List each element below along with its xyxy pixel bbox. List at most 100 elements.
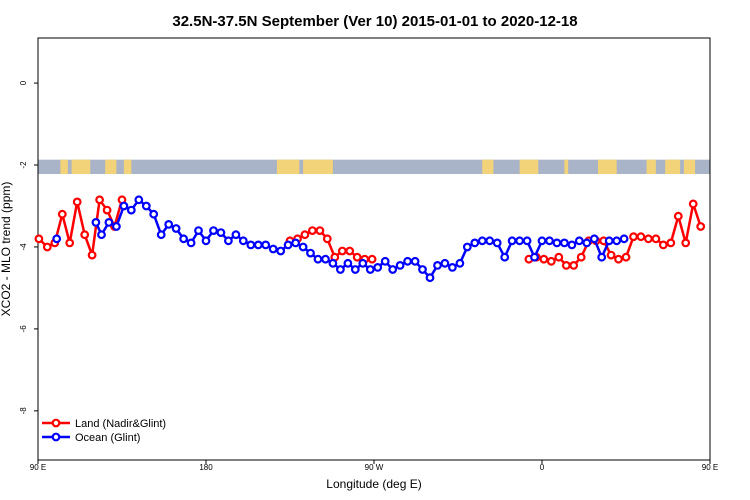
- series-layer: [34, 195, 706, 283]
- data-point: [560, 238, 569, 248]
- data-point: [539, 254, 549, 264]
- data-point: [621, 252, 631, 262]
- data-point: [485, 236, 495, 246]
- data-point: [97, 230, 106, 240]
- data-point: [666, 238, 676, 248]
- land-segment: [71, 159, 91, 175]
- data-point: [253, 240, 263, 250]
- data-point: [34, 234, 44, 244]
- x-tick-label: 90 W: [365, 463, 384, 472]
- data-point: [216, 228, 226, 238]
- data-point: [567, 240, 577, 250]
- legend: Land (Nadir&Glint) Ocean (Glint): [42, 418, 166, 444]
- data-point: [300, 230, 310, 240]
- data-point: [433, 261, 442, 270]
- data-point: [95, 195, 104, 205]
- y-axis-title: XCO2 - MLO trend (ppm): [0, 182, 13, 317]
- data-point: [546, 256, 556, 266]
- data-point: [194, 226, 203, 236]
- land-segment: [564, 159, 569, 175]
- data-point: [231, 230, 241, 240]
- land-segment: [482, 159, 494, 175]
- x-tick-label: 90 E: [30, 463, 46, 472]
- data-point: [380, 256, 390, 266]
- data-point: [42, 242, 52, 252]
- data-point: [440, 258, 450, 268]
- data-point: [576, 252, 586, 262]
- data-point: [201, 236, 211, 246]
- data-point: [246, 240, 256, 250]
- data-point: [141, 201, 151, 211]
- data-point: [119, 201, 129, 211]
- y-tick-label: -6: [19, 325, 28, 333]
- land-segment: [60, 159, 68, 175]
- x-tick-label: 90 E: [702, 463, 718, 472]
- land-segment: [519, 159, 539, 175]
- data-point: [507, 236, 517, 246]
- data-point: [522, 236, 532, 246]
- legend-marker: [51, 418, 61, 428]
- land-segment: [105, 159, 117, 175]
- y-tick-label: 0: [19, 80, 28, 85]
- legend-label: Land (Nadir&Glint): [75, 418, 166, 430]
- data-point: [470, 238, 480, 248]
- y-tick-label: -2: [19, 161, 28, 169]
- data-point: [597, 252, 607, 262]
- data-point: [651, 234, 661, 244]
- data-point: [104, 217, 114, 227]
- ocean-band: [38, 159, 710, 175]
- data-point: [313, 254, 323, 264]
- data-point: [403, 256, 413, 266]
- data-point: [455, 258, 465, 268]
- land-segment: [665, 159, 681, 175]
- data-point: [673, 211, 683, 221]
- data-point: [358, 258, 368, 268]
- data-point: [336, 265, 345, 274]
- chart-title: 32.5N-37.5N September (Ver 10) 2015-01-0…: [172, 13, 577, 30]
- data-point: [395, 261, 405, 270]
- data-point: [612, 236, 622, 246]
- land-segment: [598, 159, 617, 175]
- data-point: [477, 236, 487, 246]
- data-point: [688, 199, 698, 209]
- data-point: [365, 265, 375, 274]
- data-point: [322, 234, 332, 244]
- data-point: [164, 219, 174, 229]
- data-point: [328, 258, 338, 268]
- data-point: [238, 236, 248, 246]
- data-point: [343, 258, 353, 268]
- data-point: [373, 263, 383, 272]
- data-point: [500, 252, 510, 262]
- data-point: [589, 234, 599, 244]
- data-point: [462, 242, 472, 252]
- data-point: [569, 261, 579, 270]
- data-point: [306, 248, 315, 258]
- land-segment: [276, 159, 300, 175]
- data-point: [345, 246, 355, 256]
- data-point: [515, 236, 524, 246]
- data-point: [223, 236, 233, 246]
- data-point: [298, 242, 308, 252]
- data-point: [658, 240, 668, 250]
- data-point: [171, 224, 181, 233]
- land-segment: [303, 159, 333, 175]
- data-point: [425, 273, 435, 283]
- data-point: [261, 240, 271, 250]
- data-point: [315, 226, 325, 236]
- data-point: [179, 234, 189, 244]
- legend-marker: [51, 432, 61, 442]
- data-point: [291, 238, 301, 248]
- data-point: [561, 261, 571, 270]
- land-segment: [683, 159, 696, 175]
- data-point: [604, 236, 614, 246]
- data-point: [186, 238, 196, 248]
- data-point: [537, 236, 547, 246]
- data-point: [308, 226, 317, 236]
- data-point: [552, 238, 562, 248]
- data-point: [492, 238, 502, 248]
- data-point: [636, 232, 646, 242]
- data-point: [149, 209, 159, 219]
- data-point: [321, 254, 330, 264]
- data-point: [644, 234, 653, 244]
- x-axis-title: Longitude (deg E): [326, 477, 421, 491]
